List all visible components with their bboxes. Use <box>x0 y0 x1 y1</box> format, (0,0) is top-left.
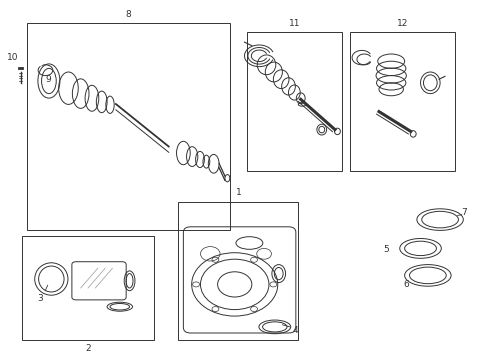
Bar <box>178 202 298 340</box>
Text: 1: 1 <box>235 188 241 197</box>
Text: 5: 5 <box>383 245 388 253</box>
Bar <box>27 23 229 230</box>
Text: 3: 3 <box>37 294 43 303</box>
Text: 11: 11 <box>288 19 300 28</box>
Text: 9: 9 <box>45 76 51 85</box>
Text: 12: 12 <box>396 19 407 28</box>
Text: 6: 6 <box>402 280 408 289</box>
Bar <box>246 32 342 171</box>
Text: 2: 2 <box>85 343 91 353</box>
Text: 7: 7 <box>461 208 467 217</box>
Text: 10: 10 <box>7 53 19 62</box>
Bar <box>22 236 154 340</box>
Bar <box>349 32 454 171</box>
Text: 8: 8 <box>125 10 131 19</box>
Text: 4: 4 <box>292 326 298 335</box>
